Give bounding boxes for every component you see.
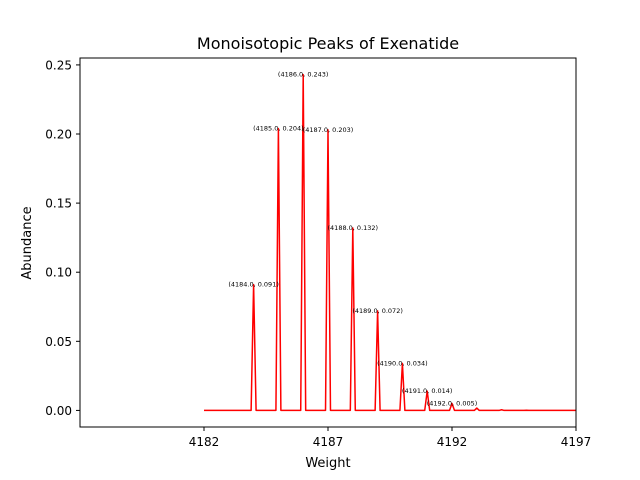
peak-annotation: (4185.0, 0.204) — [253, 124, 304, 132]
peak-annotation: (4189.0, 0.072) — [352, 307, 403, 315]
x-axis-label: Weight — [305, 456, 350, 471]
plot-frame — [79, 57, 577, 428]
peak-annotation: (4190.0, 0.034) — [377, 359, 428, 367]
x-axis: 4182 4187 4192 4197 — [189, 427, 592, 449]
y-tick-label: 0.15 — [45, 197, 72, 211]
x-tick-label: 4182 — [189, 435, 220, 449]
x-tick-label: 4192 — [437, 435, 468, 449]
y-tick-label: 0.00 — [45, 404, 72, 418]
peak-annotation: (4192.0, 0.005) — [427, 400, 478, 408]
x-tick-label: 4187 — [313, 435, 344, 449]
y-axis: 0.00 0.05 0.10 0.15 0.20 0.25 — [45, 58, 80, 418]
y-tick-label: 0.25 — [45, 58, 72, 72]
peak-annotations: (4184.0, 0.091) (4185.0, 0.204) (4186.0, 0… — [228, 71, 477, 408]
y-tick-label: 0.20 — [45, 128, 72, 142]
peak-annotation: (4186.0, 0.243) — [278, 71, 329, 79]
chart-title: Monoisotopic Peaks of Exenatide — [197, 34, 459, 53]
peak-annotation: (4187.0, 0.203) — [303, 126, 354, 134]
series-line — [204, 73, 576, 412]
y-axis-label: Abundance — [20, 206, 35, 279]
x-tick-label: 4197 — [561, 435, 592, 449]
y-tick-label: 0.10 — [45, 266, 72, 280]
peak-annotation: (4188.0, 0.132) — [328, 224, 379, 232]
plot-area — [204, 73, 576, 412]
y-tick-label: 0.05 — [45, 335, 72, 349]
peak-annotation: (4191.0, 0.014) — [402, 387, 453, 395]
peak-annotation: (4184.0, 0.091) — [228, 281, 279, 289]
